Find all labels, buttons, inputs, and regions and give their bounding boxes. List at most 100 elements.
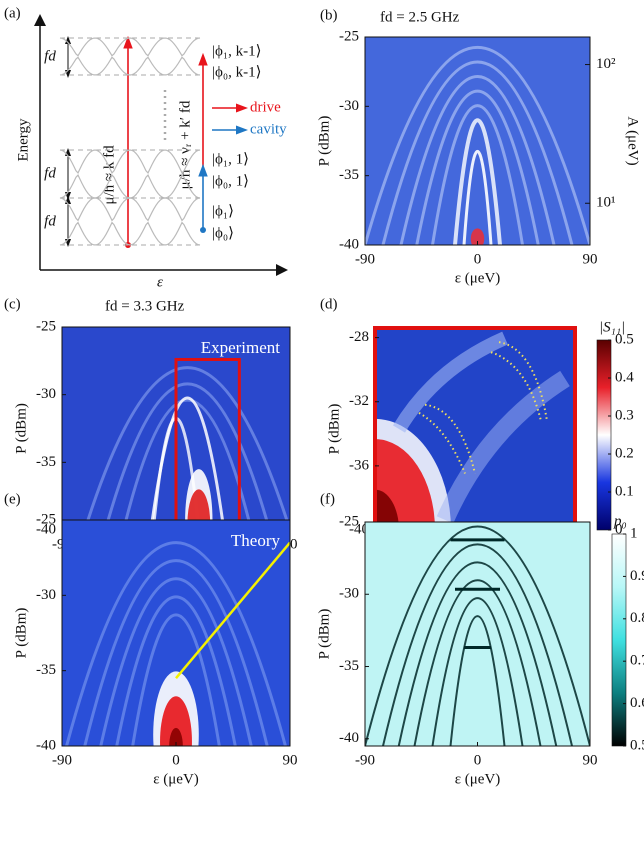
y-tick-label: -40 — [36, 521, 56, 537]
colorbar-tick-label: 0.5 — [630, 737, 644, 753]
heatmap — [62, 520, 290, 746]
x-tick-label: 0 — [474, 752, 482, 768]
state-label: |ϕ₁⟩ — [212, 203, 234, 219]
heatmap-fringe — [431, 597, 524, 746]
energy-diagram: (a) Energy ε fd fd fd μ/h ≈ k fd μ/h ≈ ν… — [4, 5, 288, 290]
x-tick-label: 90 — [583, 251, 598, 267]
x-axis-label: ε (μeV) — [455, 270, 501, 286]
x-tick-label: 0 — [172, 752, 180, 768]
colorbar-tick-label: 0.2 — [615, 445, 634, 461]
y-tick-label: -35 — [339, 658, 359, 674]
x-tick-label: 0 — [474, 251, 482, 267]
band-curve — [59, 37, 201, 57]
band-curve — [59, 149, 201, 174]
y-tick-label: -28 — [349, 329, 369, 345]
y-tick-label: -30 — [36, 587, 56, 603]
colorbar-label: |S₁₁| — [599, 319, 625, 335]
colorbar-tick-label: 0.3 — [615, 407, 634, 423]
legend-label: drive — [250, 99, 281, 115]
colorbar-tick-label: 0.9 — [630, 568, 644, 584]
state-label: |ϕ₁, k-1⟩ — [212, 43, 261, 59]
heatmap-fringe — [131, 613, 221, 746]
state-label: |ϕ₁, 1⟩ — [212, 151, 249, 167]
y2-axis-label: A (μeV) — [625, 116, 641, 165]
band-curve — [59, 56, 201, 76]
y-axis-label: P (dBm) — [13, 608, 29, 659]
panel-label: (c) — [4, 296, 21, 312]
x-tick-label: -90 — [355, 251, 375, 267]
chart-title: fd = 3.3 GHz — [105, 298, 185, 314]
y-axis-label: P (dBm) — [326, 404, 342, 455]
panel: (d)02550-28-32-36-40ε (μeV)P (dBm)0.50.4… — [320, 296, 634, 571]
panel: (c)fd = 3.3 GHzExperiment-90090-25-30-35… — [4, 296, 298, 571]
state-label: |ϕ₀, k-1⟩ — [212, 64, 261, 80]
heatmap-fringe — [462, 150, 493, 245]
y-tick-label: -25 — [339, 513, 359, 529]
heatmap-fringe — [449, 615, 506, 746]
heatmap-fringe — [365, 525, 590, 746]
heatmap-fringe — [83, 366, 290, 530]
heatmap-fringe — [431, 104, 524, 245]
x-axis-label: ε (μeV) — [153, 771, 199, 787]
x-tick-label: -90 — [52, 752, 72, 768]
y-axis-label: P (dBm) — [316, 116, 332, 167]
y-axis-label: P (dBm) — [316, 609, 332, 660]
panel: (b) fd = 2.5 GHz -90 0 90 -25 -30 -35 -40 ε (μeV)… — [316, 7, 640, 286]
y-tick-label: -36 — [349, 457, 369, 473]
heatmap-bg — [365, 522, 590, 746]
y-tick-label: -40 — [36, 737, 56, 753]
spacing-label: fd — [44, 213, 56, 229]
heatmap-fringe — [413, 579, 542, 746]
x-axis-label: ε (μeV) — [455, 771, 501, 787]
axis-label: ε — [157, 274, 163, 290]
chart-title: fd = 2.5 GHz — [380, 9, 460, 25]
panel-label: (d) — [320, 296, 338, 312]
y-tick-label: -35 — [339, 167, 359, 183]
panel-label: (b) — [320, 7, 338, 23]
colorbar-tick-label: 1 — [630, 525, 638, 541]
colorbar-tick-label: 0.6 — [630, 695, 644, 711]
x-tick-label: -90 — [355, 752, 375, 768]
heatmap-fringe — [392, 331, 508, 433]
heatmap-fringe — [65, 541, 287, 746]
panel-label: (f) — [320, 491, 335, 507]
state-label: |ϕ₀, 1⟩ — [212, 173, 249, 189]
annotation: Theory — [231, 531, 281, 550]
heatmap — [365, 37, 590, 245]
heatmap-blob — [470, 228, 485, 245]
heatmap-fringe — [415, 89, 540, 245]
colorbar — [611, 533, 627, 747]
panel: (f) -90 0 90 -25 -30 -35 -40 ε (μeV) P (dBm) 1 0.9 0… — [316, 491, 644, 787]
start-dot — [200, 227, 206, 233]
y-tick-label: -32 — [349, 393, 369, 409]
colorbar-tick-label: 0.4 — [615, 369, 634, 385]
y-tick-label: -40 — [339, 730, 359, 746]
colorbar-label: p₀ — [613, 513, 627, 529]
y-tick-label: -30 — [36, 386, 56, 402]
panel: (e) Theory -90 0 90 -25 -30 -35 -40 ε (μeV) P (dBm… — [4, 491, 298, 787]
heatmap — [375, 328, 575, 530]
state-label: |ϕ₀⟩ — [212, 225, 234, 241]
y-tick-label: -25 — [36, 318, 56, 334]
legend-label: cavity — [250, 121, 287, 137]
heatmap-fringe — [399, 75, 556, 245]
relation: μ/h ≈ k fd — [101, 145, 117, 205]
y-axis-label: P (dBm) — [13, 403, 29, 454]
y-tick-label: -30 — [339, 586, 359, 602]
heatmap-fringe — [103, 382, 271, 530]
panel-label: (e) — [4, 491, 21, 507]
heatmap-fringe — [83, 559, 269, 746]
y-tick-label: -35 — [36, 662, 56, 678]
heatmap-fringe — [382, 543, 573, 746]
heatmap-blob — [160, 696, 192, 746]
heatmap-fringe — [397, 561, 558, 746]
colorbar-tick-label: 0.5 — [615, 331, 634, 347]
heatmap-blob — [375, 489, 399, 530]
band-curve — [59, 221, 201, 246]
heatmap-fringe — [122, 398, 253, 530]
x-tick-label: 90 — [283, 752, 298, 768]
y-tick-label: -40 — [339, 236, 359, 252]
axis-label: Energy — [15, 118, 31, 162]
colorbar-tick-label: 0.7 — [630, 653, 644, 669]
